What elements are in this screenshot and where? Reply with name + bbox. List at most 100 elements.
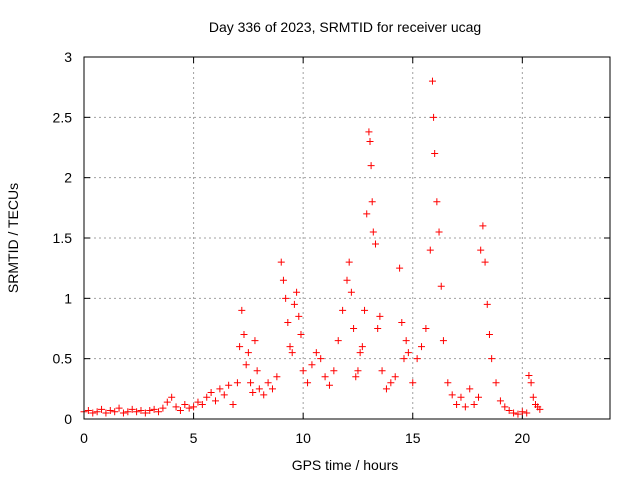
data-point — [402, 337, 410, 345]
data-point — [159, 404, 167, 412]
data-point — [481, 258, 489, 266]
data-point — [496, 397, 504, 405]
data-point — [382, 385, 390, 393]
data-point — [426, 246, 434, 254]
data-point — [413, 355, 421, 363]
data-point — [273, 373, 281, 381]
data-point — [371, 240, 379, 248]
data-point — [518, 408, 526, 416]
data-point — [133, 408, 141, 416]
data-point — [404, 349, 412, 357]
x-axis-label: GPS time / hours — [292, 457, 399, 473]
data-point — [168, 393, 176, 401]
data-point — [435, 228, 443, 236]
data-point — [488, 355, 496, 363]
data-point — [115, 404, 123, 412]
data-point — [106, 407, 114, 415]
data-point — [475, 393, 482, 401]
data-point — [501, 403, 509, 411]
data-point — [163, 398, 171, 406]
data-point — [290, 300, 298, 308]
data-point — [321, 373, 329, 381]
data-point — [461, 403, 469, 411]
data-point — [485, 331, 493, 339]
data-point — [358, 343, 366, 351]
data-point — [236, 343, 244, 351]
data-point — [525, 372, 533, 380]
data-point — [233, 379, 241, 387]
data-point — [288, 349, 296, 357]
y-tick-label: 1.5 — [53, 230, 73, 246]
data-point — [260, 391, 268, 399]
data-point — [347, 288, 355, 296]
data-point — [284, 318, 292, 326]
data-point — [527, 379, 535, 387]
data-point — [428, 77, 436, 85]
y-tick-label: 1 — [64, 290, 72, 306]
data-point — [453, 401, 461, 409]
data-point — [477, 246, 485, 254]
data-point — [345, 258, 353, 266]
data-point — [102, 409, 110, 417]
data-point — [369, 228, 377, 236]
data-point — [529, 393, 537, 401]
data-point — [155, 408, 163, 416]
data-point — [510, 409, 518, 417]
data-point — [146, 407, 154, 415]
data-point — [334, 337, 342, 345]
data-point — [387, 379, 395, 387]
data-point — [212, 397, 219, 405]
axis-ticks: 0 5 10 15 20 0 0.5 1 1.5 2 2.5 3 — [53, 49, 610, 446]
chart-title: Day 336 of 2023, SRMTID for receiver uca… — [209, 19, 481, 35]
data-point — [268, 385, 276, 393]
data-point — [185, 404, 193, 412]
data-point — [240, 331, 248, 339]
data-point — [282, 294, 290, 302]
x-tick-label: 20 — [515, 430, 531, 446]
data-point — [89, 409, 97, 417]
data-point — [253, 367, 261, 375]
data-point — [330, 367, 338, 375]
data-point — [418, 343, 426, 351]
y-tick-label: 3 — [64, 49, 72, 65]
y-axis-label: SRMTID / TECUs — [5, 183, 21, 293]
y-tick-label: 0 — [64, 411, 72, 427]
x-tick-label: 5 — [190, 430, 198, 446]
data-point — [448, 391, 456, 399]
data-point — [367, 162, 375, 170]
data-point — [492, 379, 500, 387]
data-point — [279, 276, 287, 284]
data-point — [251, 337, 259, 345]
data-point — [437, 282, 445, 290]
data-point — [225, 381, 233, 389]
data-point — [220, 391, 228, 399]
data-point — [176, 407, 184, 415]
y-tick-label: 2.5 — [53, 109, 73, 125]
data-point — [378, 367, 386, 375]
y-tick-label: 0.5 — [53, 351, 73, 367]
data-point — [238, 306, 246, 314]
data-point — [128, 405, 136, 413]
data-point — [376, 312, 384, 320]
data-point — [374, 325, 382, 332]
data-point — [325, 381, 333, 389]
data-point — [479, 222, 487, 230]
x-tick-label: 15 — [405, 430, 421, 446]
x-tick-label: 0 — [80, 430, 88, 446]
data-point — [444, 379, 452, 387]
x-tick-label: 10 — [295, 430, 311, 446]
data-point — [483, 300, 491, 308]
data-point — [350, 325, 358, 332]
data-point — [304, 379, 312, 387]
data-point — [343, 276, 351, 284]
grid-lines — [84, 57, 610, 419]
data-point — [400, 355, 408, 363]
data-point — [119, 409, 127, 417]
data-point — [439, 337, 447, 345]
data-point — [466, 385, 474, 393]
data-point — [150, 405, 158, 413]
data-point — [396, 264, 404, 272]
data-point — [124, 408, 132, 416]
data-point — [242, 361, 250, 369]
